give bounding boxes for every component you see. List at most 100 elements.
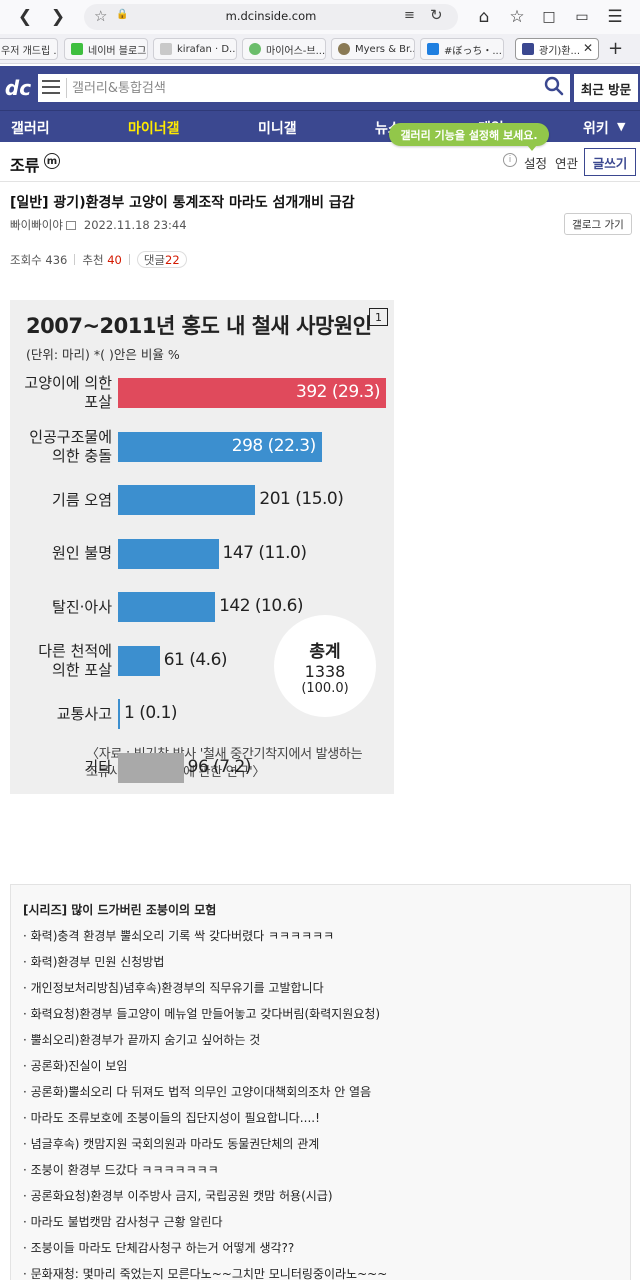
comments-button[interactable]: 댓글 22: [136, 251, 187, 268]
data-label: 147 (11.0): [222, 542, 307, 563]
devices-icon[interactable]: ▭: [575, 9, 589, 25]
bar: [118, 699, 120, 729]
series-link[interactable]: · 화력)충격 환경부 뿔쇠오리 기록 싹 갖다버렸다 ㅋㅋㅋㅋㅋㅋ: [23, 929, 335, 943]
write-button[interactable]: 글쓰기: [584, 148, 636, 176]
search-icon[interactable]: [544, 76, 564, 96]
search-input[interactable]: [72, 77, 532, 99]
site-icon: [338, 43, 350, 55]
gallog-icon[interactable]: [65, 220, 76, 230]
menu-icon[interactable]: ☰: [607, 7, 623, 27]
tab-3[interactable]: kirafan · D...: [153, 38, 237, 60]
bookmark-star-icon[interactable]: ☆: [94, 7, 108, 25]
nav-minor-gallery[interactable]: 마이너갤: [128, 121, 180, 137]
site-icon: [427, 43, 439, 55]
series-link[interactable]: · 개인정보처리방침)념후속)환경부의 직무유기를 고발합니다: [23, 981, 324, 995]
total-percent: (100.0): [301, 680, 349, 696]
tab-4[interactable]: 마이어스-브...: [242, 38, 326, 60]
bar: [118, 592, 216, 622]
tab-5[interactable]: Myers & Br...: [331, 38, 415, 60]
data-label: 61 (4.6): [163, 649, 228, 670]
series-link[interactable]: · 문화재청: 몇마리 죽었는지 모른다노~~그치만 모니터링중이라노~~~: [23, 1267, 388, 1280]
tabs-icon[interactable]: □: [542, 9, 556, 25]
tab-strip: 우저 개드립 ... 네이버 블로그 kirafan · D... 마이어스-브…: [0, 34, 640, 64]
gallog-button[interactable]: 갤로그 가기: [564, 213, 632, 235]
post-title: [일반] 광기)환경부 고양이 통계조작 마라도 섬개개비 급감: [10, 195, 355, 211]
series-link[interactable]: · 조붕이들 마라도 단체감사청구 하는거 어떻게 생각??: [23, 1241, 295, 1255]
views-count: 436: [45, 252, 68, 267]
close-icon[interactable]: ✕: [582, 41, 593, 55]
bar: [118, 752, 184, 783]
site-icon: [160, 43, 172, 55]
reload-icon[interactable]: ↻: [430, 6, 443, 24]
minor-gallery-badge: m: [44, 153, 60, 169]
data-label: 142 (10.6): [219, 596, 304, 616]
comments-count: 22: [165, 252, 180, 267]
tab-1[interactable]: 우저 개드립 ...: [0, 38, 58, 60]
search-separator: [66, 78, 67, 98]
tab-6[interactable]: #ぼっち・...: [420, 38, 504, 60]
new-tab-plus-icon[interactable]: +: [608, 38, 624, 59]
hamburger-menu-icon[interactable]: [42, 78, 60, 96]
site-icon: [249, 43, 261, 55]
chart-subtitle: (단위: 마리) *( )안은 비율 %: [26, 347, 180, 362]
gallery-title[interactable]: 조류: [10, 156, 40, 175]
forward-arrow-icon[interactable]: ❯: [50, 7, 66, 27]
info-icon[interactable]: i: [503, 153, 517, 167]
back-arrow-icon[interactable]: ❮: [17, 7, 33, 27]
bar: [118, 485, 256, 515]
series-link[interactable]: · 공론화요청)환경부 이주방사 금지, 국립공원 캣맘 허용(시급): [23, 1189, 333, 1203]
total-label: 총계: [309, 641, 341, 662]
tab-active[interactable]: 광기)환... ✕: [515, 38, 599, 60]
gallery-header: 조류 m i 설정 연관 글쓰기: [0, 142, 640, 182]
dc-logo-icon[interactable]: dc: [4, 76, 32, 100]
comments-label: 댓글: [143, 252, 165, 267]
series-link[interactable]: · 공론화)뿔쇠오리 다 뒤져도 법적 의무인 고양이대책회의조차 안 열음: [23, 1085, 372, 1099]
series-link[interactable]: · 마라도 불법캣맘 감사청구 근황 알린다: [23, 1215, 223, 1229]
tab-label: 마이어스-브...: [266, 45, 326, 57]
bar: [118, 431, 322, 462]
dcinside-icon: [522, 43, 534, 55]
browser-toolbar: ❮ ❯ ☆ 🔒 m.dcinside.com ≡ ↻ ⌂ ☆ □ ▭ ☰: [0, 0, 640, 34]
category-label: 인공구조물에 의한 충돌: [29, 427, 112, 465]
caret-down-icon[interactable]: ▼: [617, 120, 626, 133]
author-name[interactable]: 빠이빠이야: [10, 218, 63, 232]
data-label: 298 (22.3): [231, 435, 316, 456]
data-label: 1 (0.1): [124, 703, 178, 723]
series-link[interactable]: · 화력요청)환경부 들고양이 메뉴얼 만들어놓고 갖다버림(화력지원요청): [23, 1007, 381, 1021]
nav-wiki[interactable]: 위키: [583, 121, 609, 137]
bar: [118, 538, 219, 569]
nav-gallery[interactable]: 갤러리: [11, 121, 50, 137]
figure-number: 1: [369, 308, 388, 326]
views-label: 조회수: [10, 252, 42, 267]
category-label: 원인 불명: [52, 544, 112, 562]
recent-visits-button[interactable]: 최근 방문: [572, 72, 640, 104]
tab-label: Myers & Br...: [355, 43, 415, 55]
post-meta: 빠이빠이야 2022.11.18 23:44: [10, 217, 187, 233]
category-label: 탈진·아사: [52, 597, 112, 616]
tab-2[interactable]: 네이버 블로그: [64, 38, 148, 60]
related-link[interactable]: 연관: [555, 156, 579, 171]
search-box: [36, 72, 572, 104]
tab-label: #ぼっち・...: [444, 45, 502, 57]
lock-icon: 🔒: [116, 9, 129, 20]
series-link[interactable]: · 화력)환경부 민원 신청방법: [23, 955, 165, 969]
nav-mini-gallery[interactable]: 미니갤: [258, 121, 297, 137]
bar: [118, 378, 386, 408]
bookmarks-icon[interactable]: ☆: [509, 7, 525, 27]
series-heading: [시리즈] 많이 드가버린 조붕이의 모험: [23, 903, 217, 917]
series-link[interactable]: · 뿔쇠오리)환경부가 끝까지 숨기고 싶어하는 것: [23, 1033, 261, 1047]
settings-link[interactable]: 설정: [524, 156, 548, 171]
reader-view-icon[interactable]: ≡: [404, 8, 415, 23]
series-link[interactable]: · 념글후속) 캣맘지원 국회의원과 마라도 동물권단체의 관계: [23, 1137, 320, 1151]
category-label: 교통사고: [56, 704, 112, 723]
series-link[interactable]: · 조붕이 환경부 드갔다 ㅋㅋㅋㅋㅋㅋㅋ: [23, 1163, 219, 1177]
series-link[interactable]: · 마라도 조류보호에 조붕이들의 집단지성이 필요합니다....!: [23, 1111, 320, 1125]
tab-label: 우저 개드립 ...: [1, 45, 58, 57]
gallery-settings-tooltip[interactable]: 갤러리 기능을 설정해 보세요.: [389, 123, 549, 151]
tab-label: 네이버 블로그: [88, 45, 147, 57]
home-icon[interactable]: ⌂: [478, 7, 490, 27]
url-text: m.dcinside.com: [225, 9, 317, 23]
address-bar[interactable]: ☆ 🔒 m.dcinside.com ≡ ↻: [84, 4, 458, 30]
series-link[interactable]: · 공론화)진실이 보임: [23, 1059, 128, 1073]
data-label: 201 (15.0): [259, 489, 344, 509]
